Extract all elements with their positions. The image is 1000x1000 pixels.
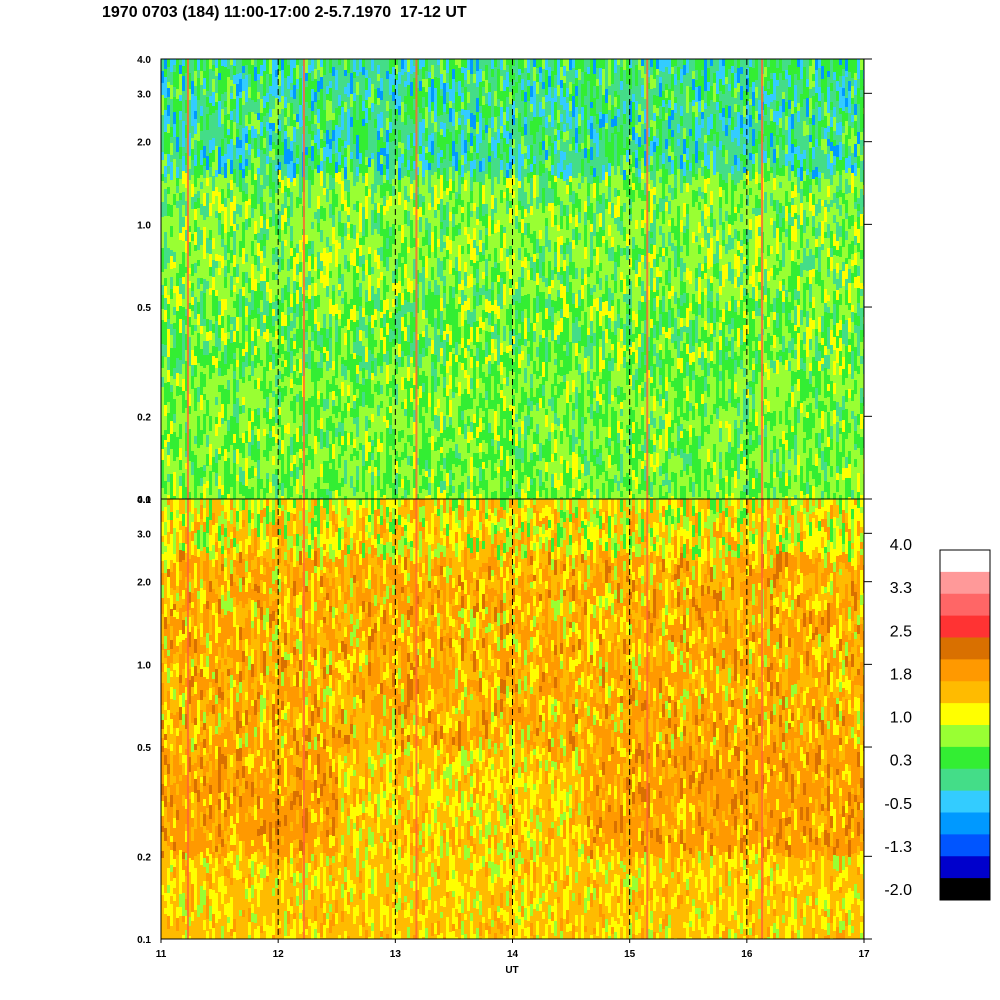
colorbar-swatch bbox=[940, 725, 990, 748]
y-tick-label: 4.0 bbox=[137, 495, 151, 506]
y-tick-label: 1.0 bbox=[137, 660, 151, 671]
x-axis-label: UT bbox=[505, 965, 518, 976]
chart-title: 1970 0703 (184) 11:00-17:00 2-5.7.1970 1… bbox=[102, 4, 467, 22]
colorbar-label: 3.3 bbox=[890, 580, 912, 597]
colorbar-label: -2.0 bbox=[884, 882, 912, 899]
x-tick-label: 15 bbox=[624, 949, 636, 960]
burst-line bbox=[761, 59, 764, 499]
colorbar-swatch bbox=[940, 790, 990, 813]
colorbar-swatch bbox=[940, 746, 990, 770]
burst-line bbox=[186, 499, 189, 939]
colorbar-label: 2.5 bbox=[890, 623, 912, 640]
colorbar-swatch bbox=[940, 550, 990, 573]
colorbar-swatch bbox=[940, 834, 990, 857]
axes-overlay: 0.10.20.51.02.03.04.00.10.20.51.02.03.04… bbox=[137, 55, 872, 976]
x-tick-label: 11 bbox=[156, 949, 167, 960]
burst-line bbox=[415, 59, 418, 499]
upper-spectrogram-panel bbox=[161, 59, 864, 499]
y-tick-label: 0.1 bbox=[137, 495, 151, 506]
y-tick-label: 2.0 bbox=[137, 578, 151, 589]
colorbar-swatch bbox=[940, 703, 990, 726]
colorbar-swatch bbox=[940, 768, 990, 792]
colorbar-swatch bbox=[940, 593, 990, 617]
y-tick-label: 0.2 bbox=[137, 852, 151, 863]
y-tick-label: 3.0 bbox=[137, 529, 151, 540]
burst-line bbox=[646, 499, 649, 939]
x-tick-label: 16 bbox=[741, 949, 753, 960]
colorbar-label: 1.8 bbox=[890, 666, 912, 683]
colorbar-swatch bbox=[940, 878, 990, 901]
x-tick-label: 17 bbox=[858, 949, 870, 960]
colorbar-swatch bbox=[940, 681, 990, 704]
burst-line bbox=[646, 59, 649, 499]
colorbar-swatch bbox=[940, 637, 990, 660]
x-tick-label: 13 bbox=[390, 949, 402, 960]
colorbar-label: 4.0 bbox=[890, 537, 912, 554]
lower-spectrogram-panel bbox=[161, 499, 864, 939]
burst-line bbox=[302, 59, 305, 499]
colorbar-label: -1.3 bbox=[884, 839, 912, 856]
colorbar-label: 1.0 bbox=[890, 710, 912, 727]
burst-line bbox=[302, 499, 305, 939]
y-tick-label: 2.0 bbox=[137, 138, 151, 149]
colorbar-label: 0.3 bbox=[890, 753, 912, 770]
colorbar-frame bbox=[939, 549, 991, 901]
y-tick-label: 4.0 bbox=[137, 55, 151, 66]
y-tick-label: 1.0 bbox=[137, 220, 151, 231]
y-tick-label: 0.1 bbox=[137, 935, 151, 946]
x-tick-label: 14 bbox=[507, 949, 519, 960]
y-tick-label: 0.5 bbox=[137, 743, 151, 754]
colorbar-swatch bbox=[940, 856, 990, 879]
colorbar: 4.0 3.3 2.5 1.8 1.0 0.3 -0.5 -1.3 -2.0 bbox=[884, 537, 991, 901]
burst-line bbox=[186, 59, 189, 499]
y-tick-label: 3.0 bbox=[137, 89, 151, 100]
y-tick-label: 0.2 bbox=[137, 412, 151, 423]
burst-line bbox=[761, 499, 764, 939]
colorbar-swatch bbox=[940, 659, 990, 682]
colorbar-swatch bbox=[940, 812, 990, 835]
colorbar-swatch bbox=[940, 571, 990, 595]
colorbar-label: -0.5 bbox=[884, 796, 912, 813]
x-tick-label: 12 bbox=[273, 949, 285, 960]
burst-line bbox=[415, 499, 418, 939]
colorbar-swatch bbox=[940, 615, 990, 638]
y-tick-label: 0.5 bbox=[137, 303, 151, 314]
